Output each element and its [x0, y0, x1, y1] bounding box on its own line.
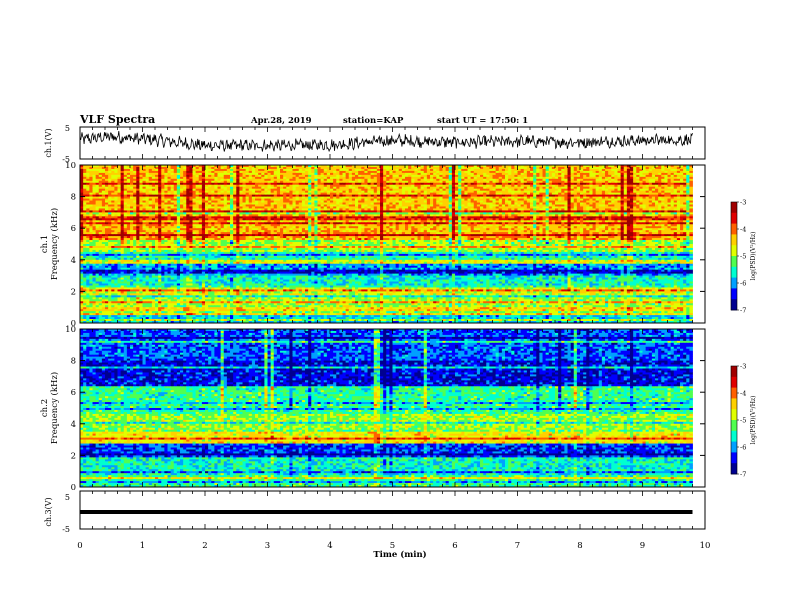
ch1-waveform-trace: [80, 131, 693, 151]
vlf-spectra-figure: VLF Spectra Apr.28, 2019 station=KAP sta…: [0, 0, 792, 612]
date-label: Apr.28, 2019: [250, 116, 312, 126]
ch1-spectrogram-image: [80, 165, 693, 323]
figure-title: VLF Spectra: [79, 113, 155, 126]
station-label: station=KAP: [343, 116, 404, 126]
ch1-ytick-top: 5: [65, 124, 70, 133]
ch1-ylabel: ch.1(V): [44, 128, 53, 157]
start-time-label: start UT = 17:50: 1: [437, 116, 528, 126]
ch1-waveform-panel: 5 -5 ch.1(V): [44, 124, 705, 164]
